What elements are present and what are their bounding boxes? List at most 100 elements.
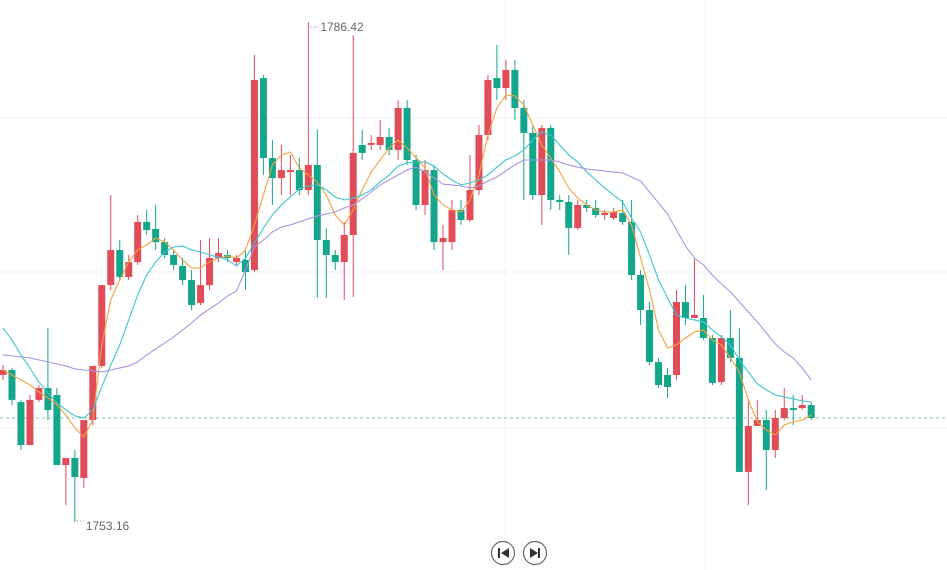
candle-body (394, 107, 402, 150)
candle-body (250, 80, 258, 271)
candle-body (331, 255, 339, 263)
candle-body (565, 201, 573, 228)
candle-body (744, 425, 752, 472)
candle-body (484, 80, 492, 136)
candle-body (493, 78, 501, 88)
candle-body (8, 370, 16, 400)
candle-body (134, 221, 142, 263)
candle-body (170, 255, 178, 265)
candle-body (403, 107, 411, 161)
moving-average-line (2, 159, 812, 381)
candle-body (80, 420, 88, 478)
candle-body (277, 170, 285, 179)
candle-body (26, 399, 34, 446)
candle-body (53, 394, 61, 466)
candle-body (35, 388, 43, 400)
candle-body (556, 199, 564, 202)
candle-body (655, 362, 663, 386)
candle-body (762, 420, 770, 450)
candle-body (116, 250, 124, 277)
candle-body (322, 239, 330, 256)
candle-body (44, 388, 52, 411)
candle-body (538, 127, 546, 196)
min-label: 1753.16 (86, 519, 130, 533)
candle-body (179, 265, 187, 280)
candle-body (592, 207, 600, 216)
candle-body (807, 405, 815, 418)
candle-body (215, 253, 223, 259)
candle-body (583, 204, 591, 208)
candle-body (502, 69, 510, 88)
moving-average-line (2, 94, 812, 438)
candle-body (0, 370, 7, 375)
candle-body (448, 210, 456, 243)
max-label: 1786.42 (320, 20, 364, 34)
candle-body (771, 417, 779, 450)
candle-body (610, 212, 618, 219)
candle-body (511, 69, 519, 108)
candle-body (789, 408, 797, 411)
candle-body (520, 107, 528, 133)
candle-body (735, 357, 743, 472)
candle-body (224, 255, 231, 259)
candle-body (708, 337, 716, 383)
candle-body (17, 402, 25, 446)
candle-body (206, 258, 214, 286)
candle-body (421, 170, 429, 205)
candle-body (664, 374, 672, 388)
candle-body (286, 170, 294, 173)
candle-body (439, 238, 447, 243)
moving-average-line (2, 131, 812, 419)
candle-body (547, 127, 555, 200)
candle-body (152, 229, 160, 243)
candle-body (376, 137, 384, 145)
candle-body (188, 279, 196, 306)
candle-body (295, 170, 303, 191)
candle-body (98, 285, 106, 366)
candle-body (430, 170, 438, 243)
candle-body (125, 262, 133, 277)
candle-body (340, 235, 348, 263)
candle-body (798, 405, 806, 409)
candle-body (232, 258, 240, 263)
candle-body (699, 318, 707, 338)
candle-body (753, 420, 761, 426)
candle-body (71, 457, 79, 478)
candle-body (259, 78, 267, 159)
candle-body (143, 221, 151, 231)
candle-body (619, 213, 627, 222)
candle-body (304, 164, 312, 191)
candle-body (313, 164, 321, 240)
candle-body (62, 457, 70, 466)
candle-body (161, 242, 169, 256)
next-button[interactable] (522, 540, 548, 566)
candle-body (241, 259, 249, 272)
candle-body (412, 160, 420, 205)
candle-body (89, 365, 97, 421)
candle-body (367, 143, 375, 145)
candle-body (574, 204, 582, 228)
candle-body (717, 337, 725, 383)
candle-body (690, 314, 698, 319)
candle-body (475, 135, 483, 191)
candle-body (780, 408, 788, 418)
candle-body (349, 152, 357, 236)
candle-body (628, 221, 636, 276)
candle-body (646, 310, 654, 363)
candle-body (529, 132, 537, 196)
candle-body (197, 285, 205, 303)
candle-body (358, 144, 366, 153)
candle-body (601, 213, 609, 216)
prev-button[interactable] (490, 540, 516, 566)
candle-body (726, 337, 734, 358)
candle-body (107, 250, 115, 286)
candle-body (681, 302, 689, 319)
candle-body (637, 275, 645, 311)
candle-body (457, 210, 465, 220)
candle-body (385, 137, 393, 150)
candle-body (466, 190, 474, 220)
candle-body (673, 302, 680, 375)
candle-body (268, 158, 276, 179)
